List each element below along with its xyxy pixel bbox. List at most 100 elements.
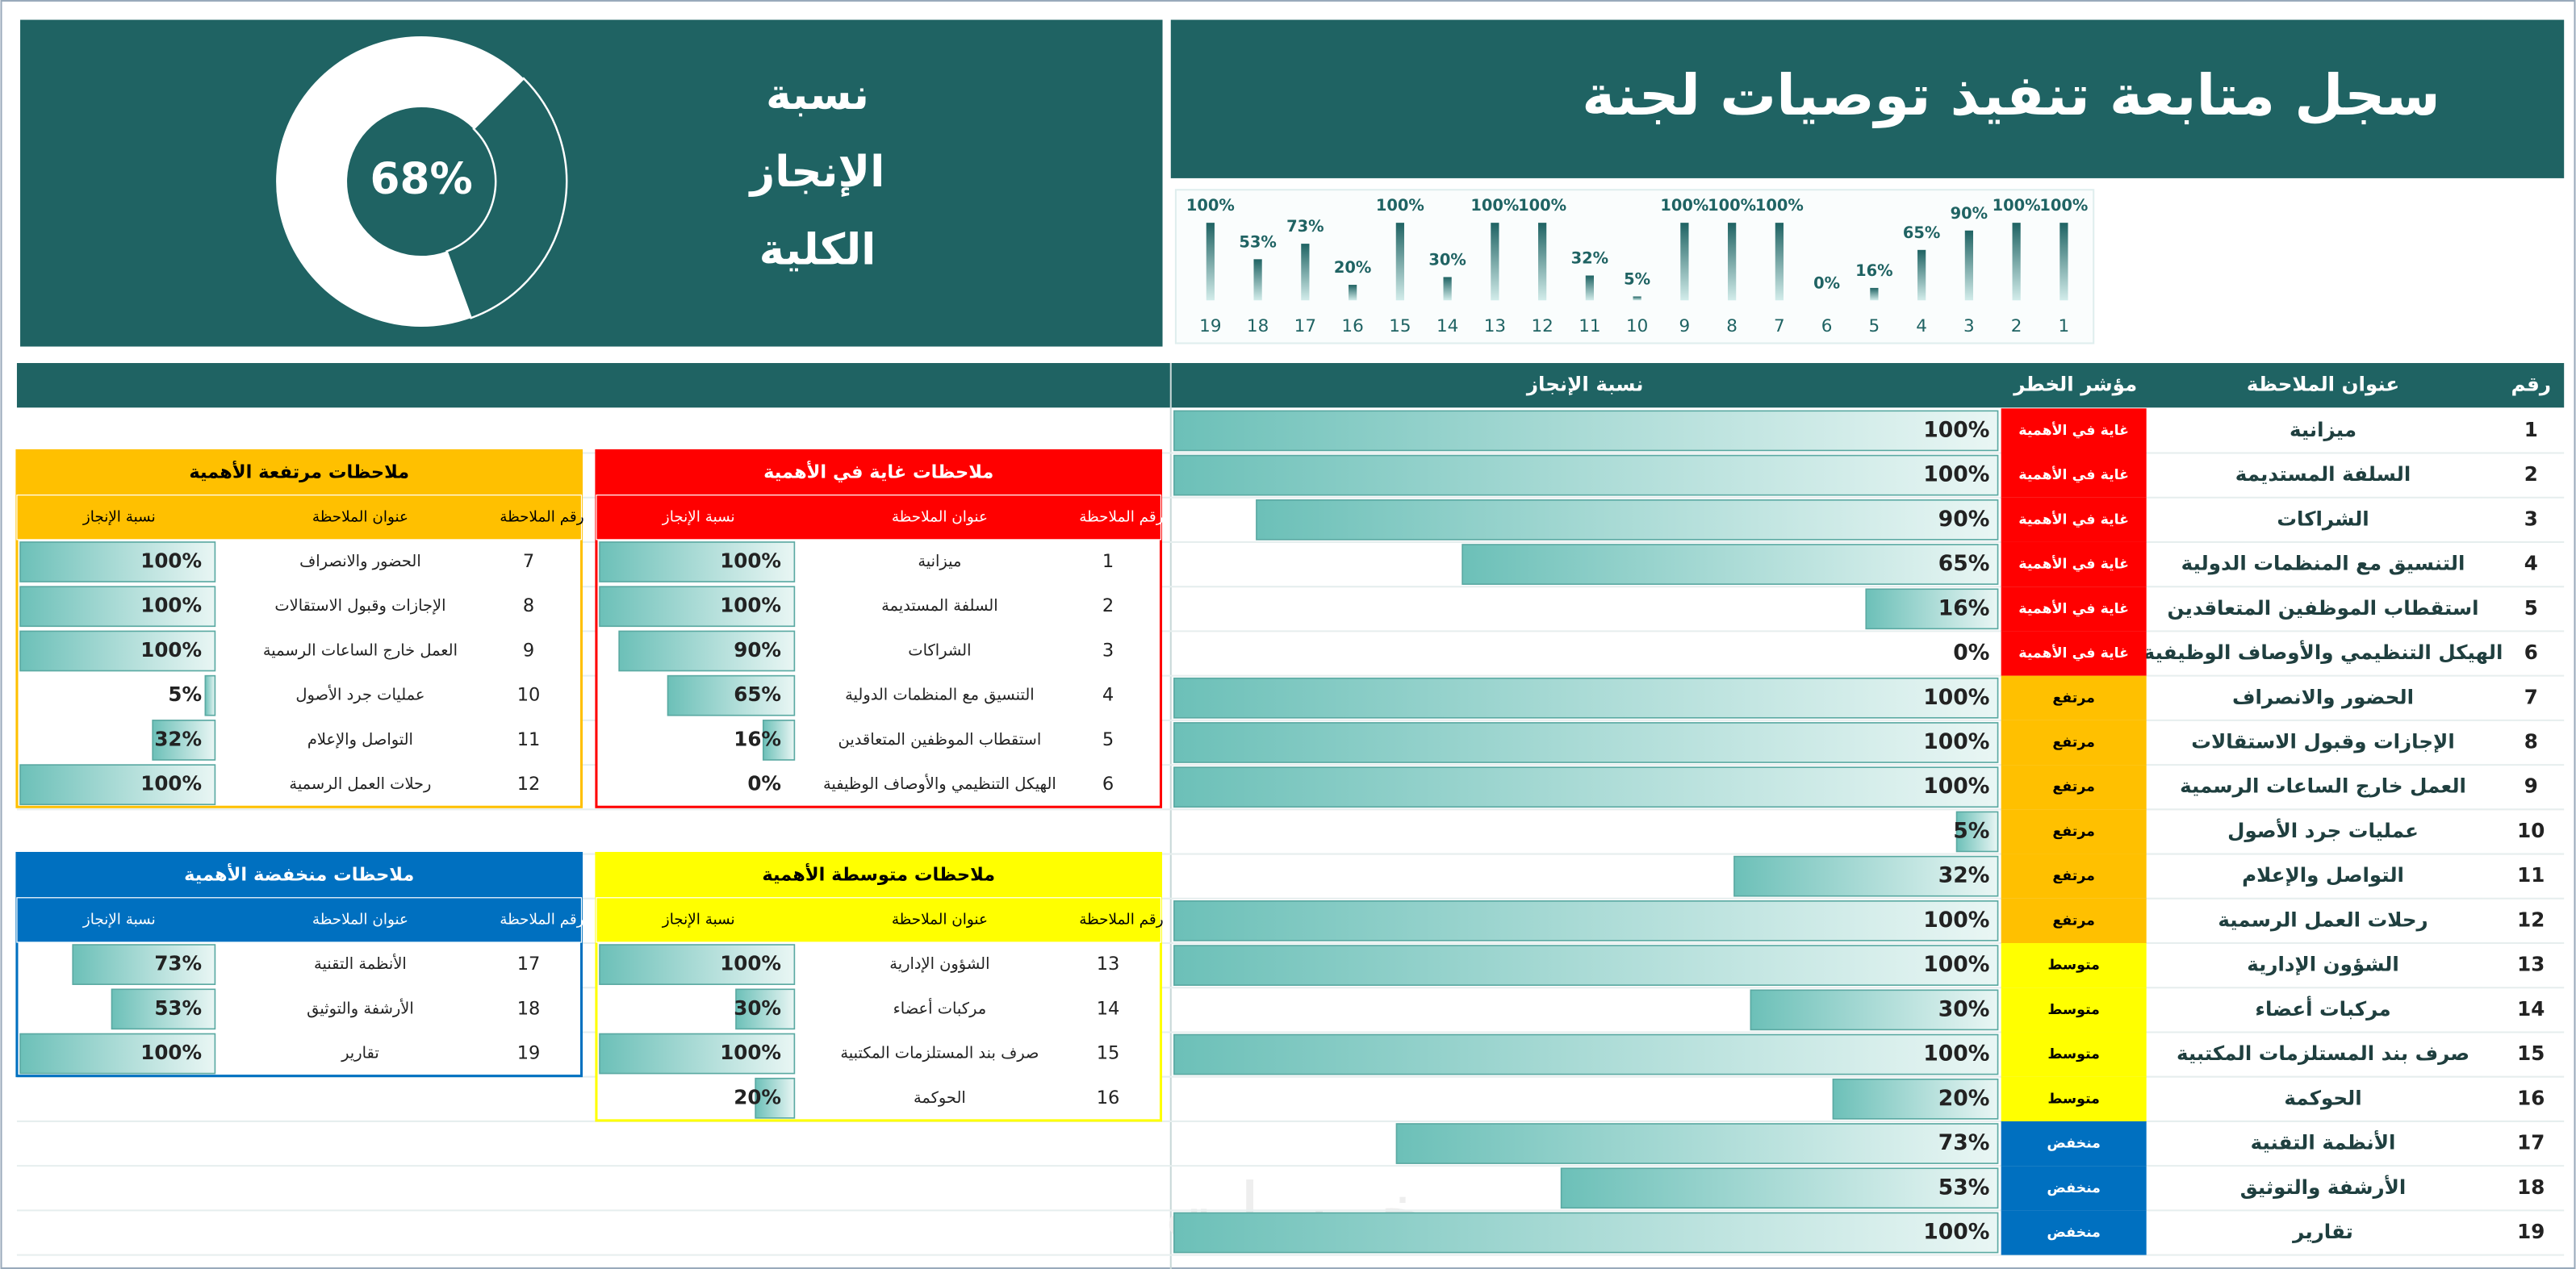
bar-value-label: 16% <box>1855 261 1893 280</box>
row-number: 14 <box>2517 997 2545 1021</box>
group-row-number: 12 <box>517 774 541 795</box>
group-progress-label: 100% <box>140 549 202 572</box>
group-column-header: رقم الملاحظة <box>500 911 583 928</box>
group-progress-label: 100% <box>720 594 781 617</box>
bar-value-label: 100% <box>1518 196 1566 215</box>
x-tick-label: 15 <box>1389 316 1411 336</box>
row-title: الأرشفة والتوثيق <box>2240 1175 2407 1200</box>
group-progress-bar <box>19 764 216 806</box>
group-row-number: 5 <box>1102 729 1114 750</box>
progress-label: 73% <box>1938 1130 1990 1155</box>
risk-cell <box>2001 854 2147 899</box>
risk-cell <box>2001 408 2147 453</box>
progress-bar <box>1865 588 1999 630</box>
group-progress-bar <box>19 630 216 672</box>
risk-label: غاية في الأهمية <box>2018 421 2129 439</box>
risk-label: منخفض <box>2047 1225 2101 1241</box>
group-row-title: صرف بند المستلزمات المكتبية <box>840 1044 1039 1062</box>
bar-chart-box <box>1174 189 2095 344</box>
gauge-title-box: نسبة الإنجاز الكلية <box>751 71 885 276</box>
group-row-title: الإجازات وقبول الاستقالات <box>274 596 445 615</box>
group-progress-label: 53% <box>154 996 202 1020</box>
group-header-band <box>16 495 583 541</box>
row-title: الحوكمة <box>2284 1086 2361 1109</box>
row-number: 10 <box>2517 819 2545 842</box>
bar <box>1395 223 1404 301</box>
row-number: 19 <box>2517 1220 2545 1243</box>
group-row-title: السلفة المستديمة <box>881 596 997 615</box>
group-progress-bar <box>755 1077 796 1119</box>
x-tick-label: 5 <box>1869 316 1880 336</box>
group-progress-label: 16% <box>734 727 781 750</box>
risk-cell <box>2001 1210 2147 1255</box>
x-tick-label: 6 <box>1821 316 1833 336</box>
group-progress-bar <box>204 674 216 716</box>
bar <box>1491 223 1499 301</box>
group-progress-bar <box>599 586 796 628</box>
row-title: عمليات جرد الأصول <box>2227 818 2419 842</box>
column-header: نسبة الإنجاز <box>1525 373 1644 396</box>
gauge-arc <box>276 36 524 328</box>
bar <box>1633 296 1641 301</box>
risk-label: غاية في الأهمية <box>2018 555 2129 573</box>
risk-cell <box>2001 720 2147 766</box>
column-header: عنوان الملاحظة <box>2247 373 2399 396</box>
group-row-title: رحلات العمل الرسمية <box>289 774 431 793</box>
risk-cell <box>2001 898 2147 944</box>
group-progress-bar <box>111 988 216 1030</box>
group-row-number: 19 <box>517 1043 541 1064</box>
group-title-band <box>596 450 1161 495</box>
progress-bar <box>1173 1033 1999 1075</box>
group-progress-label: 100% <box>140 594 202 617</box>
progress-label: 100% <box>1923 417 1989 442</box>
risk-label: مرتفع <box>2052 734 2094 750</box>
x-tick-label: 16 <box>1341 316 1363 336</box>
row-number: 13 <box>2517 953 2545 976</box>
bar-value-label: 100% <box>1660 196 1708 215</box>
group-row-title: التنسيق مع المنظمات الدولية <box>845 686 1035 704</box>
progress-bar <box>1173 677 1999 719</box>
risk-label: مرتفع <box>2052 779 2094 795</box>
group-row-number: 11 <box>517 729 541 750</box>
group-title: ملاحظات منخفضة الأهمية <box>184 863 414 886</box>
row-title: تقارير <box>2291 1220 2353 1243</box>
row-title: الشؤون الإدارية <box>2247 953 2399 977</box>
bar <box>1964 230 1974 301</box>
x-tick-label: 13 <box>1484 316 1506 336</box>
group-row-number: 8 <box>523 595 534 616</box>
bar-value-label: 20% <box>1334 258 1372 277</box>
column-header: رقم <box>2511 373 2551 396</box>
row-title: ميزانية <box>2290 418 2356 441</box>
group-title-band <box>16 450 582 495</box>
x-tick-label: 1 <box>2059 316 2070 336</box>
gauge-panel <box>20 19 1163 347</box>
bar-value-label: 100% <box>1708 196 1756 215</box>
group-column-header: عنوان الملاحظة <box>892 911 988 928</box>
group-row-number: 14 <box>1097 998 1120 1019</box>
bar-value-label: 65% <box>1903 223 1941 242</box>
row-number: 16 <box>2517 1086 2545 1109</box>
group-progress-bar <box>762 720 796 761</box>
group-progress-bar <box>599 541 796 582</box>
risk-label: غاية في الأهمية <box>2018 644 2129 662</box>
bar <box>2060 223 2068 301</box>
group-column-header: نسبة الإنجاز <box>662 508 735 525</box>
bar-value-label: 90% <box>1951 204 1988 223</box>
group-progress-bar <box>19 541 216 582</box>
group-progress-label: 100% <box>140 1041 202 1064</box>
progress-bar <box>1462 544 1999 585</box>
row-number: 11 <box>2517 863 2545 887</box>
group-row-title: العمل خارج الساعات الرسمية <box>263 641 458 659</box>
bar-value-label: 0% <box>1813 273 1840 292</box>
risk-cell <box>2001 765 2147 810</box>
risk-label: منخفض <box>2047 1180 2101 1196</box>
group-progress-label: 30% <box>734 996 781 1020</box>
group-header-band <box>596 495 1162 541</box>
group-progress-label: 100% <box>720 952 781 975</box>
progress-label: 90% <box>1938 507 1990 532</box>
risk-label: متوسط <box>2047 1091 2099 1107</box>
x-tick-label: 3 <box>1963 316 1975 336</box>
x-tick-label: 18 <box>1247 316 1269 336</box>
bar-value-label: 100% <box>1470 196 1519 215</box>
row-number: 2 <box>2524 462 2538 486</box>
